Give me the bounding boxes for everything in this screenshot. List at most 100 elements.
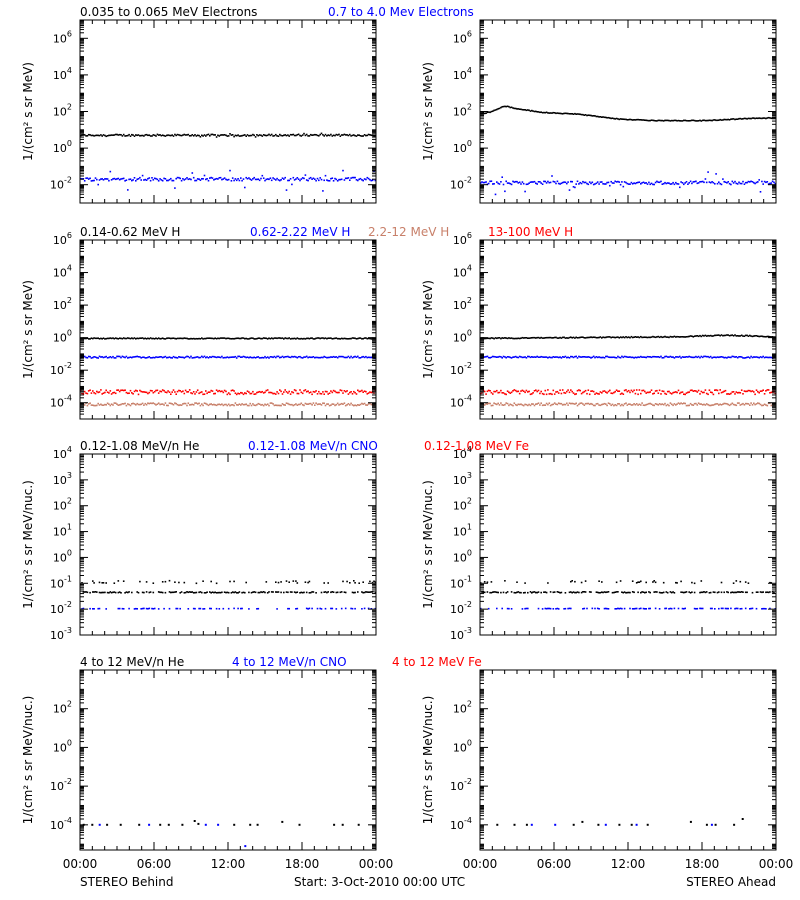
data-point	[351, 393, 354, 395]
data-point	[354, 391, 356, 394]
data-point	[114, 357, 117, 359]
data-point	[125, 179, 128, 181]
data-point	[513, 356, 516, 358]
data-point	[241, 392, 243, 394]
data-point	[264, 591, 266, 594]
y-tick-label: 100	[453, 139, 472, 155]
data-point	[210, 592, 212, 594]
data-point	[268, 404, 270, 407]
data-point	[704, 355, 707, 358]
y-tick-label: 104	[453, 264, 472, 280]
data-point	[203, 337, 206, 340]
data-point	[371, 179, 374, 182]
data-point	[357, 823, 360, 826]
data-point	[677, 607, 680, 610]
data-point	[714, 119, 716, 121]
data-point	[601, 403, 603, 406]
data-point	[353, 580, 355, 582]
data-point	[353, 337, 355, 339]
data-point	[598, 404, 600, 406]
data-point	[730, 356, 732, 359]
data-point	[735, 591, 738, 594]
x-tick-label: 12:00	[611, 857, 646, 871]
data-point	[736, 392, 739, 394]
data-point	[646, 355, 649, 358]
data-point	[202, 608, 204, 610]
data-point	[596, 591, 599, 594]
data-point	[531, 356, 533, 358]
data-point	[629, 118, 631, 121]
data-point	[281, 177, 284, 179]
data-point	[222, 134, 225, 136]
data-point	[163, 338, 165, 340]
data-point	[323, 337, 325, 340]
data-point	[739, 182, 742, 185]
data-point	[619, 356, 622, 359]
data-point	[353, 176, 355, 179]
data-point	[291, 591, 293, 593]
data-point	[493, 355, 495, 358]
data-point	[222, 337, 225, 339]
data-point	[339, 178, 342, 181]
data-point	[712, 393, 715, 396]
data-point	[155, 177, 157, 180]
data-point	[582, 403, 584, 405]
data-point	[687, 391, 689, 394]
data-point	[183, 179, 186, 181]
data-point	[186, 177, 188, 179]
data-point	[121, 355, 124, 358]
data-point	[746, 181, 748, 184]
data-point	[148, 391, 151, 394]
data-point	[500, 591, 502, 594]
data-point	[230, 592, 233, 594]
data-point	[287, 134, 289, 136]
data-point	[206, 356, 208, 358]
data-point	[658, 119, 661, 122]
data-point	[733, 823, 736, 826]
data-point	[157, 402, 160, 404]
data-point	[176, 403, 179, 406]
data-point	[365, 337, 367, 339]
y-tick-label: 106	[53, 29, 72, 45]
data-point	[529, 356, 532, 359]
data-point	[587, 389, 590, 391]
data-point	[268, 391, 270, 394]
data-point	[93, 179, 95, 182]
data-point	[161, 591, 164, 594]
data-point	[633, 336, 635, 338]
data-point	[135, 355, 137, 358]
data-point	[120, 134, 122, 136]
data-point	[749, 389, 751, 392]
data-point	[256, 403, 258, 406]
data-point	[615, 117, 618, 120]
data-point	[765, 336, 767, 338]
data-point	[693, 356, 696, 359]
data-point	[157, 392, 160, 394]
data-point	[607, 336, 610, 338]
data-point	[121, 177, 124, 180]
data-point	[579, 336, 581, 339]
data-point	[233, 404, 235, 407]
data-point	[574, 393, 576, 396]
data-point	[638, 336, 641, 339]
data-point	[650, 389, 653, 391]
data-point	[164, 338, 167, 340]
data-point	[113, 357, 116, 359]
data-point	[485, 337, 487, 340]
data-point	[693, 591, 696, 594]
data-point	[650, 356, 653, 359]
data-point	[560, 112, 563, 115]
data-point	[560, 182, 563, 185]
data-point	[517, 108, 520, 110]
data-point	[238, 179, 241, 182]
data-point	[89, 402, 91, 404]
data-point	[226, 356, 229, 358]
data-point	[596, 402, 599, 405]
data-point	[658, 356, 661, 359]
data-point	[264, 391, 266, 394]
data-point	[592, 355, 595, 358]
data-point	[594, 336, 596, 339]
data-point	[116, 355, 118, 358]
data-point	[248, 177, 250, 179]
data-point	[532, 356, 534, 358]
